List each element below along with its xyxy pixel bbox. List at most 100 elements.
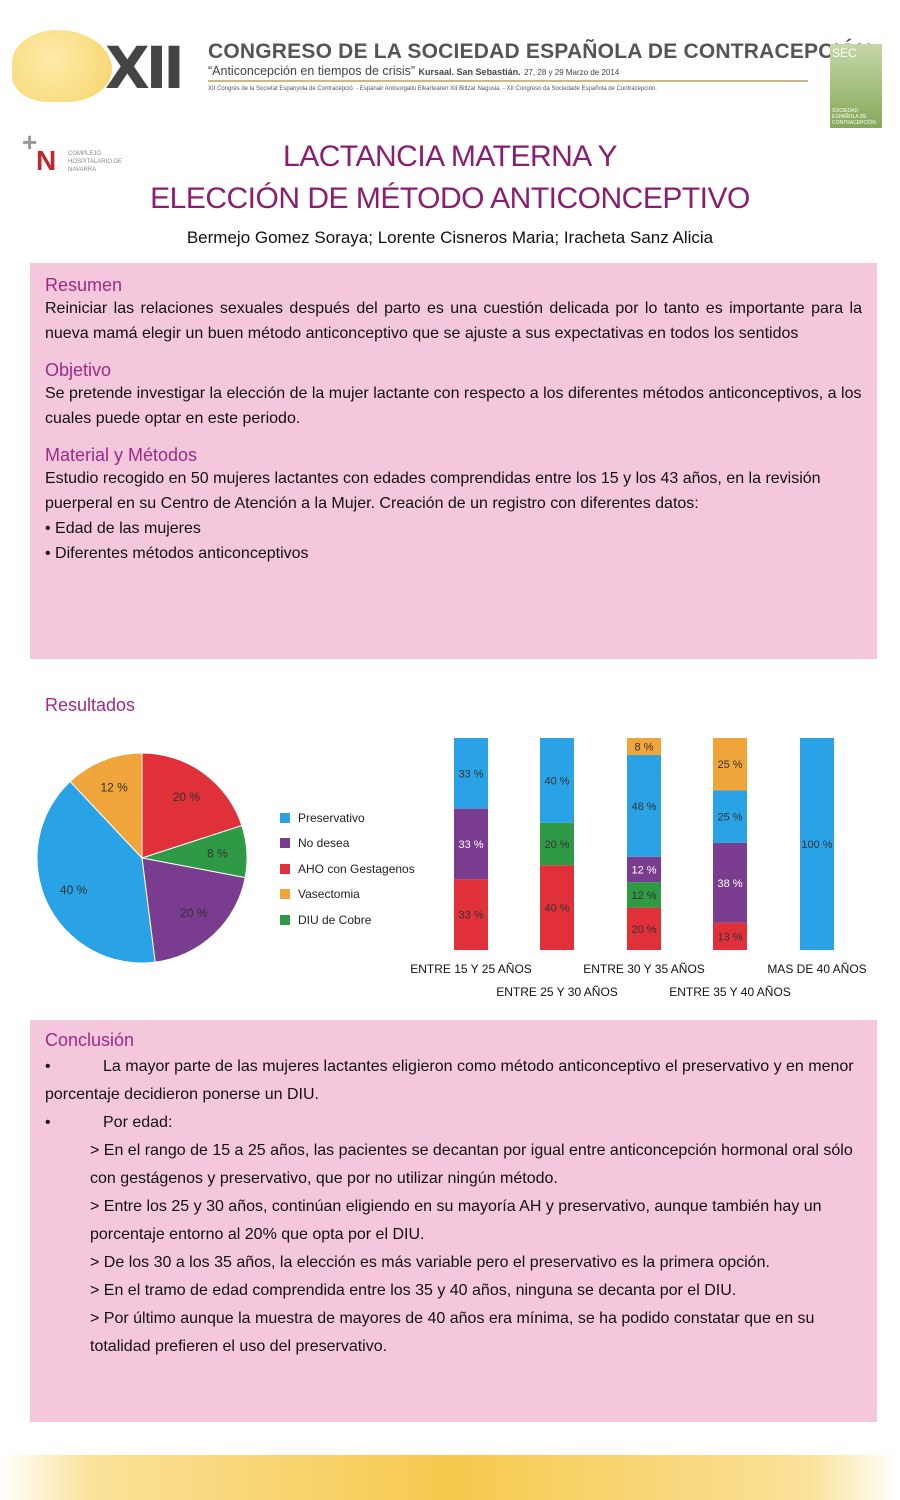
title-line-2: ELECCIÓN DE MÉTODO ANTICONCEPTIVO xyxy=(150,182,750,215)
bar-label: 12 % xyxy=(631,890,656,902)
bar-segment xyxy=(627,907,661,950)
material-bullet: • Edad de las mujeres xyxy=(45,520,201,537)
poster-title: LACTANCIA MATERNA Y ELECCIÓN DE MÉTODO AN… xyxy=(0,136,900,220)
legend-item: Vasectomia xyxy=(280,882,415,908)
bar-segment xyxy=(713,922,747,950)
legend-swatch xyxy=(280,889,290,900)
bar-segment xyxy=(540,738,574,823)
conclusion-item: > De los 30 a los 35 años, la elección e… xyxy=(90,1254,770,1271)
legend-item: AHO con Gestagenos xyxy=(280,856,415,882)
legend-swatch xyxy=(280,812,290,823)
bar-label: 20 % xyxy=(631,924,656,936)
sec-logo-letters: SEC xyxy=(832,46,857,60)
bar-label: 13 % xyxy=(717,931,742,943)
bar-segment xyxy=(627,882,661,908)
material-heading: Material y Métodos xyxy=(45,445,198,465)
congress-motto-line: “Anticoncepción en tiempos de crisis” Ku… xyxy=(208,64,808,82)
resumen-heading: Resumen xyxy=(45,275,123,295)
venue: Kursaal. San Sebastián. xyxy=(418,67,521,77)
bar-segment xyxy=(454,808,488,880)
bar-segment xyxy=(713,790,747,843)
footer-decoration xyxy=(0,1455,900,1500)
legend-label: AHO con Gestagenos xyxy=(298,861,415,876)
legend-item: No desea xyxy=(280,831,415,857)
legend-label: No desea xyxy=(298,836,350,851)
conclusion-bullet-text: Por edad: xyxy=(103,1114,173,1131)
bar-segment xyxy=(540,822,574,866)
bar-label: 48 % xyxy=(631,801,656,813)
legend-label: Preservativo xyxy=(298,810,365,825)
hospital-name: COMPLEJO HOSPITALARIO DE NAVARRA xyxy=(68,151,122,173)
bar-label: 25 % xyxy=(717,759,742,771)
legend-item: Preservativo xyxy=(280,805,415,831)
category-label: ENTRE 25 Y 30 AÑOS xyxy=(496,985,618,999)
dates: 27, 28 y 29 Marzo de 2014 xyxy=(524,68,620,77)
bar-label: 8 % xyxy=(635,741,654,753)
congress-name: CONGRESO DE LA SOCIEDAD ESPAÑOLA DE CONT… xyxy=(208,40,872,63)
legend-swatch xyxy=(280,863,290,874)
congress-roman-numeral: XII xyxy=(105,34,185,102)
pie-slice xyxy=(69,752,143,860)
category-label: ENTRE 35 Y 40 AÑOS xyxy=(669,985,791,999)
pie-label: 12 % xyxy=(100,781,128,795)
bar-label: 33 % xyxy=(458,768,483,780)
conclusion-panel: Conclusión • La mayor parte de las mujere… xyxy=(30,1020,877,1422)
category-label: ENTRE 30 Y 35 AÑOS xyxy=(583,962,705,976)
congress-logo-blob xyxy=(12,30,112,102)
pie-label: 20 % xyxy=(180,906,208,920)
legend-label: DIU de Cobre xyxy=(298,912,372,927)
material-bullet: • Diferentes métodos anticonceptivos xyxy=(45,545,309,562)
sec-logo: SEC SOCIEDAD ESPAÑOLA DE CONTRACEPCIÓN xyxy=(830,44,882,128)
intro-panel: Resumen Reiniciar las relaciones sexuale… xyxy=(30,263,877,659)
bar-label: 40 % xyxy=(544,775,569,787)
bar-segment xyxy=(454,879,488,950)
bar-label: 12 % xyxy=(631,864,656,876)
bar-segment xyxy=(454,738,488,809)
material-text: Estudio recogido en 50 mujeres lactantes… xyxy=(45,470,821,512)
objetivo-text: Se pretende investigar la elección de la… xyxy=(45,385,862,427)
resultados-heading: Resultados xyxy=(45,695,136,715)
resumen-text: Reiniciar las relaciones sexuales despué… xyxy=(45,300,862,342)
conclusion-item: > En el tramo de edad comprendida entre … xyxy=(90,1282,737,1299)
bar-label: 100 % xyxy=(801,839,832,851)
pie-slice xyxy=(141,752,243,859)
bar-label: 33 % xyxy=(458,839,483,851)
category-label: ENTRE 15 Y 25 AÑOS xyxy=(410,962,532,976)
bar-label: 33 % xyxy=(458,910,483,922)
authors: Bermejo Gomez Soraya; Lorente Cisneros M… xyxy=(186,228,714,247)
plus-icon: + xyxy=(22,127,38,157)
bar-label: 38 % xyxy=(717,878,742,890)
legend-item: DIU de Cobre xyxy=(280,907,415,933)
pie-label: 8 % xyxy=(207,846,228,860)
title-line-1: LACTANCIA MATERNA Y xyxy=(283,140,617,173)
bar-label: 25 % xyxy=(717,812,742,824)
pie-label: 20 % xyxy=(173,790,201,804)
bar-segment xyxy=(627,754,661,857)
legend-swatch xyxy=(280,838,290,849)
pie-slice xyxy=(141,857,246,963)
conclusion-item: > Entre los 25 y 30 años, continúan elig… xyxy=(90,1198,822,1243)
pie-slice xyxy=(36,780,156,964)
conclusion-bullet: • Por edad: xyxy=(45,1114,173,1131)
conclusion-bullet: • La mayor parte de las mujeres lactantes… xyxy=(45,1058,854,1103)
congress-subline: XII Congrés de la Societat Espanyola de … xyxy=(208,86,657,92)
hospital-logo: + N COMPLEJO HOSPITALARIO DE NAVARRA xyxy=(22,127,132,183)
hospital-letter: N xyxy=(36,145,57,176)
motto: “Anticoncepción en tiempos de crisis” xyxy=(208,64,416,78)
bar-segment xyxy=(713,842,747,923)
bar-segment xyxy=(627,738,661,755)
bar-label: 40 % xyxy=(544,903,569,915)
category-label: MAS DE 40 AÑOS xyxy=(767,962,866,976)
bar-label: 20 % xyxy=(544,839,569,851)
legend-label: Vasectomia xyxy=(298,887,360,902)
conclusion-item: > En el rango de 15 a 25 años, las pacie… xyxy=(90,1142,853,1187)
pie-legend: Preservativo No desea AHO con Gestagenos Va… xyxy=(280,805,415,933)
objetivo-heading: Objetivo xyxy=(45,360,112,380)
conclusion-heading: Conclusión xyxy=(45,1030,135,1050)
sec-logo-text: SOCIEDAD ESPAÑOLA DE CONTRACEPCIÓN xyxy=(832,108,876,126)
bar-segment xyxy=(540,865,574,950)
legend-swatch xyxy=(280,914,290,925)
conclusion-item: > Por último aunque la muestra de mayore… xyxy=(90,1310,815,1355)
results-charts: 20 % 8 % 20 % 40 % 12 % 33 % 33 % 33 % ENTRE 15 … xyxy=(36,738,867,999)
bar-segment xyxy=(800,738,834,950)
